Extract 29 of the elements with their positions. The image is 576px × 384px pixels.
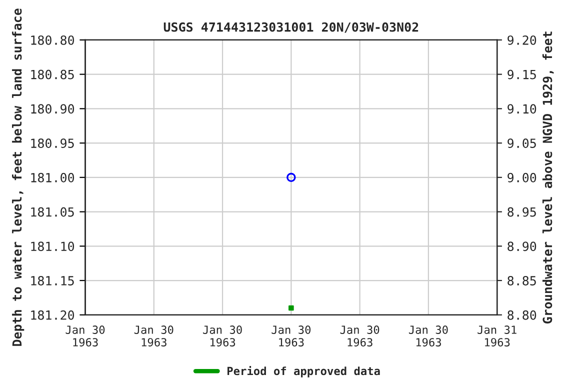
y-tick-label: 180.80 [31,35,74,45]
y2-tick-label: 9.10 [508,104,536,114]
y2-tick-label: 8.90 [508,242,536,252]
y-tick-label: 180.90 [31,104,74,114]
y-tick-label: 181.20 [31,310,74,320]
y2-tick-label: 9.05 [508,138,536,148]
x-tick-label: Jan 31 1963 [478,326,516,346]
y2-tick-label: 9.15 [508,70,536,80]
y-axis-title: Depth to water level, feet below land surface [12,8,24,346]
y2-tick-label: 9.20 [508,35,536,45]
y2-tick-label: 8.85 [508,276,536,286]
x-tick-label: Jan 30 1963 [66,326,105,346]
x-tick-label: Jan 30 1963 [340,326,380,346]
y2-tick-label: 8.80 [508,310,536,320]
x-tick-label: Jan 30 1963 [203,326,242,346]
y-tick-label: 181.15 [31,276,74,286]
x-tick-label: Jan 30 1963 [134,326,174,346]
x-tick-label: Jan 30 1963 [272,326,311,346]
y-tick-label: 180.95 [31,138,74,148]
y2-tick-label: 8.95 [508,207,536,217]
y2-tick-label: 9.00 [508,172,536,182]
y2-axis-title: Groundwater level above NGVD 1929, feet [542,32,554,324]
y-tick-label: 181.00 [31,172,74,182]
y-tick-label: 180.85 [31,70,74,80]
legend-label: Period of approved data [228,366,380,378]
chart-title: USGS 471443123031001 20N/03W-03N02 [164,22,418,33]
y-tick-label: 181.10 [31,242,74,252]
y-tick-label: 181.05 [31,207,74,217]
x-tick-label: Jan 30 1963 [408,326,448,346]
